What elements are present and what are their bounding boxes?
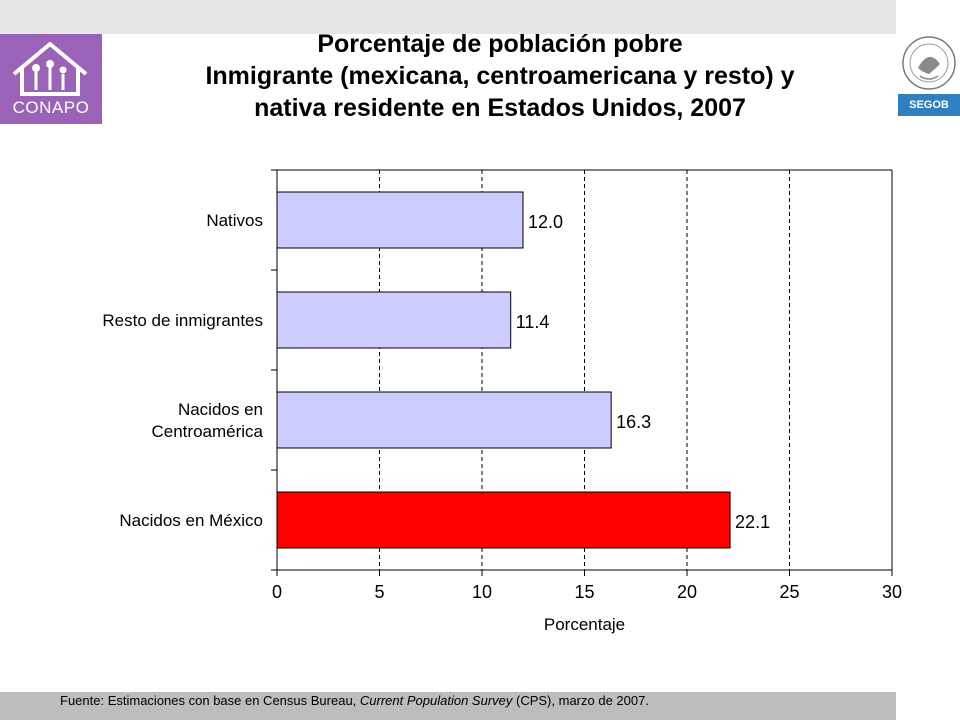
bar-2 <box>276 391 612 449</box>
bar-1 <box>276 291 512 349</box>
x-tick-label-0: 0 <box>272 582 282 602</box>
bottom-bar <box>0 692 896 720</box>
source-suffix: (CPS), marzo de 2007. <box>512 693 649 708</box>
bar-chart: 0 5 10 15 20 25 30 Porcentaje 12.0 Nativos 11.4 Res… <box>102 169 902 634</box>
category-label-2-line-0: Nacidos en <box>178 400 263 419</box>
source-italic: Current Population Survey <box>359 693 513 708</box>
source-note: Fuente: Estimaciones con base en Census … <box>60 693 649 708</box>
bar-value-label-1: 11.4 <box>516 312 550 332</box>
x-tick-label-30: 30 <box>882 582 902 602</box>
conapo-logo-text: CONAPO <box>12 98 90 117</box>
x-tick-label-10: 10 <box>472 582 492 602</box>
bar-3 <box>276 491 731 549</box>
category-label-0: Nativos <box>206 211 263 230</box>
title-line-2: Inmigrante (mexicana, centroamericana y … <box>205 62 795 90</box>
category-label-3-line-0: Nacidos en México <box>119 511 263 530</box>
source-prefix: Fuente: Estimaciones con base en Census … <box>60 693 360 708</box>
category-label-0-line-0: Nativos <box>206 211 263 230</box>
category-label-2-line-1: Centroamérica <box>152 422 264 441</box>
category-label-2: Nacidos en Centroamérica <box>152 400 264 441</box>
conapo-house-icon <box>12 42 88 96</box>
right-strip <box>896 0 960 720</box>
bar-value-label-0: 12.0 <box>528 212 563 232</box>
bar-value-label-3: 22.1 <box>735 512 770 532</box>
x-tick-label-15: 15 <box>574 582 594 602</box>
top-bar <box>0 0 896 34</box>
title-line-1: Porcentaje de población pobre <box>317 30 683 58</box>
title-line-3: nativa residente en Estados Unidos, 2007 <box>254 94 746 122</box>
bar-0 <box>276 191 524 249</box>
category-label-1-line-0: Resto de inmigrantes <box>102 311 263 330</box>
x-tick-label-20: 20 <box>677 582 697 602</box>
mexico-seal-icon <box>902 36 956 90</box>
category-label-3: Nacidos en México <box>119 511 263 530</box>
bar-value-label-2: 16.3 <box>616 412 651 432</box>
x-axis-label: Porcentaje <box>544 615 625 634</box>
category-label-1: Resto de inmigrantes <box>102 311 263 330</box>
chart-title: Porcentaje de población pobre Inmigrante… <box>105 28 895 124</box>
conapo-logo: CONAPO <box>0 34 102 124</box>
segob-badge: SEGOB <box>898 94 960 116</box>
x-tick-label-25: 25 <box>779 582 799 602</box>
x-tick-label-5: 5 <box>374 582 384 602</box>
